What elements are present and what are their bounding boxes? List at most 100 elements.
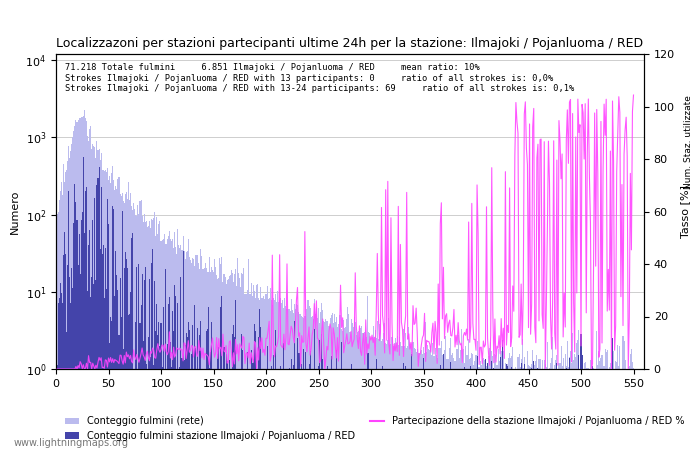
Bar — [523, 368, 524, 450]
Bar — [261, 298, 262, 450]
Bar — [197, 255, 198, 450]
Bar — [253, 285, 254, 450]
Bar — [590, 370, 591, 450]
Bar — [154, 212, 155, 450]
Bar — [439, 348, 440, 450]
Bar — [628, 414, 629, 450]
Bar — [230, 275, 231, 450]
Bar — [164, 244, 166, 450]
Bar — [405, 333, 406, 450]
Bar — [366, 338, 368, 450]
Bar — [112, 166, 113, 450]
Bar — [576, 342, 578, 450]
Bar — [365, 330, 366, 450]
Bar — [565, 381, 566, 450]
Bar — [166, 244, 167, 450]
Bar — [84, 233, 85, 450]
Bar — [127, 199, 128, 450]
Bar — [295, 369, 296, 450]
Bar — [175, 296, 176, 450]
Bar — [272, 429, 273, 450]
Bar — [456, 349, 458, 450]
Bar — [596, 331, 597, 450]
Bar — [177, 229, 178, 450]
Bar — [629, 366, 630, 450]
Bar — [419, 431, 420, 450]
Bar — [282, 399, 284, 450]
Bar — [502, 340, 503, 450]
Bar — [72, 288, 74, 450]
Bar — [89, 230, 90, 450]
Bar — [525, 369, 526, 450]
Bar — [584, 362, 586, 450]
Bar — [490, 441, 491, 450]
Bar — [84, 110, 85, 450]
Title: Localizzazoni per stazioni partecipanti ultime 24h per la stazione: Ilmajoki / P: Localizzazoni per stazioni partecipanti … — [57, 37, 643, 50]
Bar — [313, 319, 314, 450]
Bar — [62, 195, 63, 450]
Bar — [509, 353, 510, 450]
Bar — [282, 300, 284, 450]
Text: 71.218 Totale fulmini     6.851 Ilmajoki / Pojanluoma / RED     mean ratio: 10%
: 71.218 Totale fulmini 6.851 Ilmajoki / P… — [65, 63, 574, 93]
Bar — [174, 232, 175, 450]
Bar — [574, 354, 575, 450]
Bar — [172, 311, 173, 450]
Bar — [531, 364, 532, 450]
Bar — [603, 366, 605, 450]
Bar — [323, 321, 324, 450]
Bar — [389, 419, 391, 450]
Bar — [548, 369, 549, 450]
Bar — [298, 312, 299, 450]
Bar — [490, 342, 491, 450]
Bar — [592, 365, 593, 450]
Bar — [568, 392, 569, 450]
Bar — [102, 254, 103, 450]
Bar — [326, 422, 328, 450]
Bar — [567, 341, 568, 450]
Bar — [519, 367, 521, 450]
Bar — [319, 323, 320, 450]
Bar — [92, 220, 93, 450]
Partecipazione della stazione Ilmajoki / Pojanluoma / RED % — [561, 324, 570, 330]
Bar — [328, 326, 330, 450]
Bar — [338, 324, 339, 450]
Bar — [318, 308, 319, 450]
Bar — [242, 351, 244, 450]
Bar — [403, 363, 404, 450]
Bar — [454, 360, 456, 450]
Bar — [617, 393, 618, 450]
Bar — [563, 358, 564, 450]
Bar — [99, 160, 101, 450]
Bar — [566, 366, 567, 450]
Partecipazione della stazione Ilmajoki / Pojanluoma / RED % — [629, 92, 638, 98]
Bar — [217, 279, 218, 450]
Bar — [540, 369, 542, 450]
Bar — [288, 368, 290, 450]
Bar — [504, 449, 505, 450]
Bar — [342, 331, 343, 450]
Bar — [466, 406, 467, 450]
Bar — [281, 303, 282, 450]
Bar — [153, 218, 154, 450]
Bar — [162, 307, 164, 450]
Bar — [87, 136, 88, 450]
Bar — [571, 405, 572, 450]
Bar — [88, 141, 89, 450]
Bar — [176, 253, 177, 450]
Bar — [446, 359, 447, 450]
Bar — [361, 326, 362, 450]
Bar — [364, 332, 365, 450]
Bar — [320, 403, 321, 450]
Bar — [589, 449, 590, 450]
Bar — [346, 319, 347, 450]
Bar — [202, 395, 204, 450]
Bar — [125, 252, 126, 450]
Bar — [356, 412, 357, 450]
Bar — [448, 359, 449, 450]
Bar — [252, 364, 253, 450]
Bar — [477, 367, 479, 450]
Bar — [242, 274, 244, 450]
Bar — [442, 355, 443, 450]
Bar — [376, 360, 377, 450]
Bar — [292, 423, 293, 450]
